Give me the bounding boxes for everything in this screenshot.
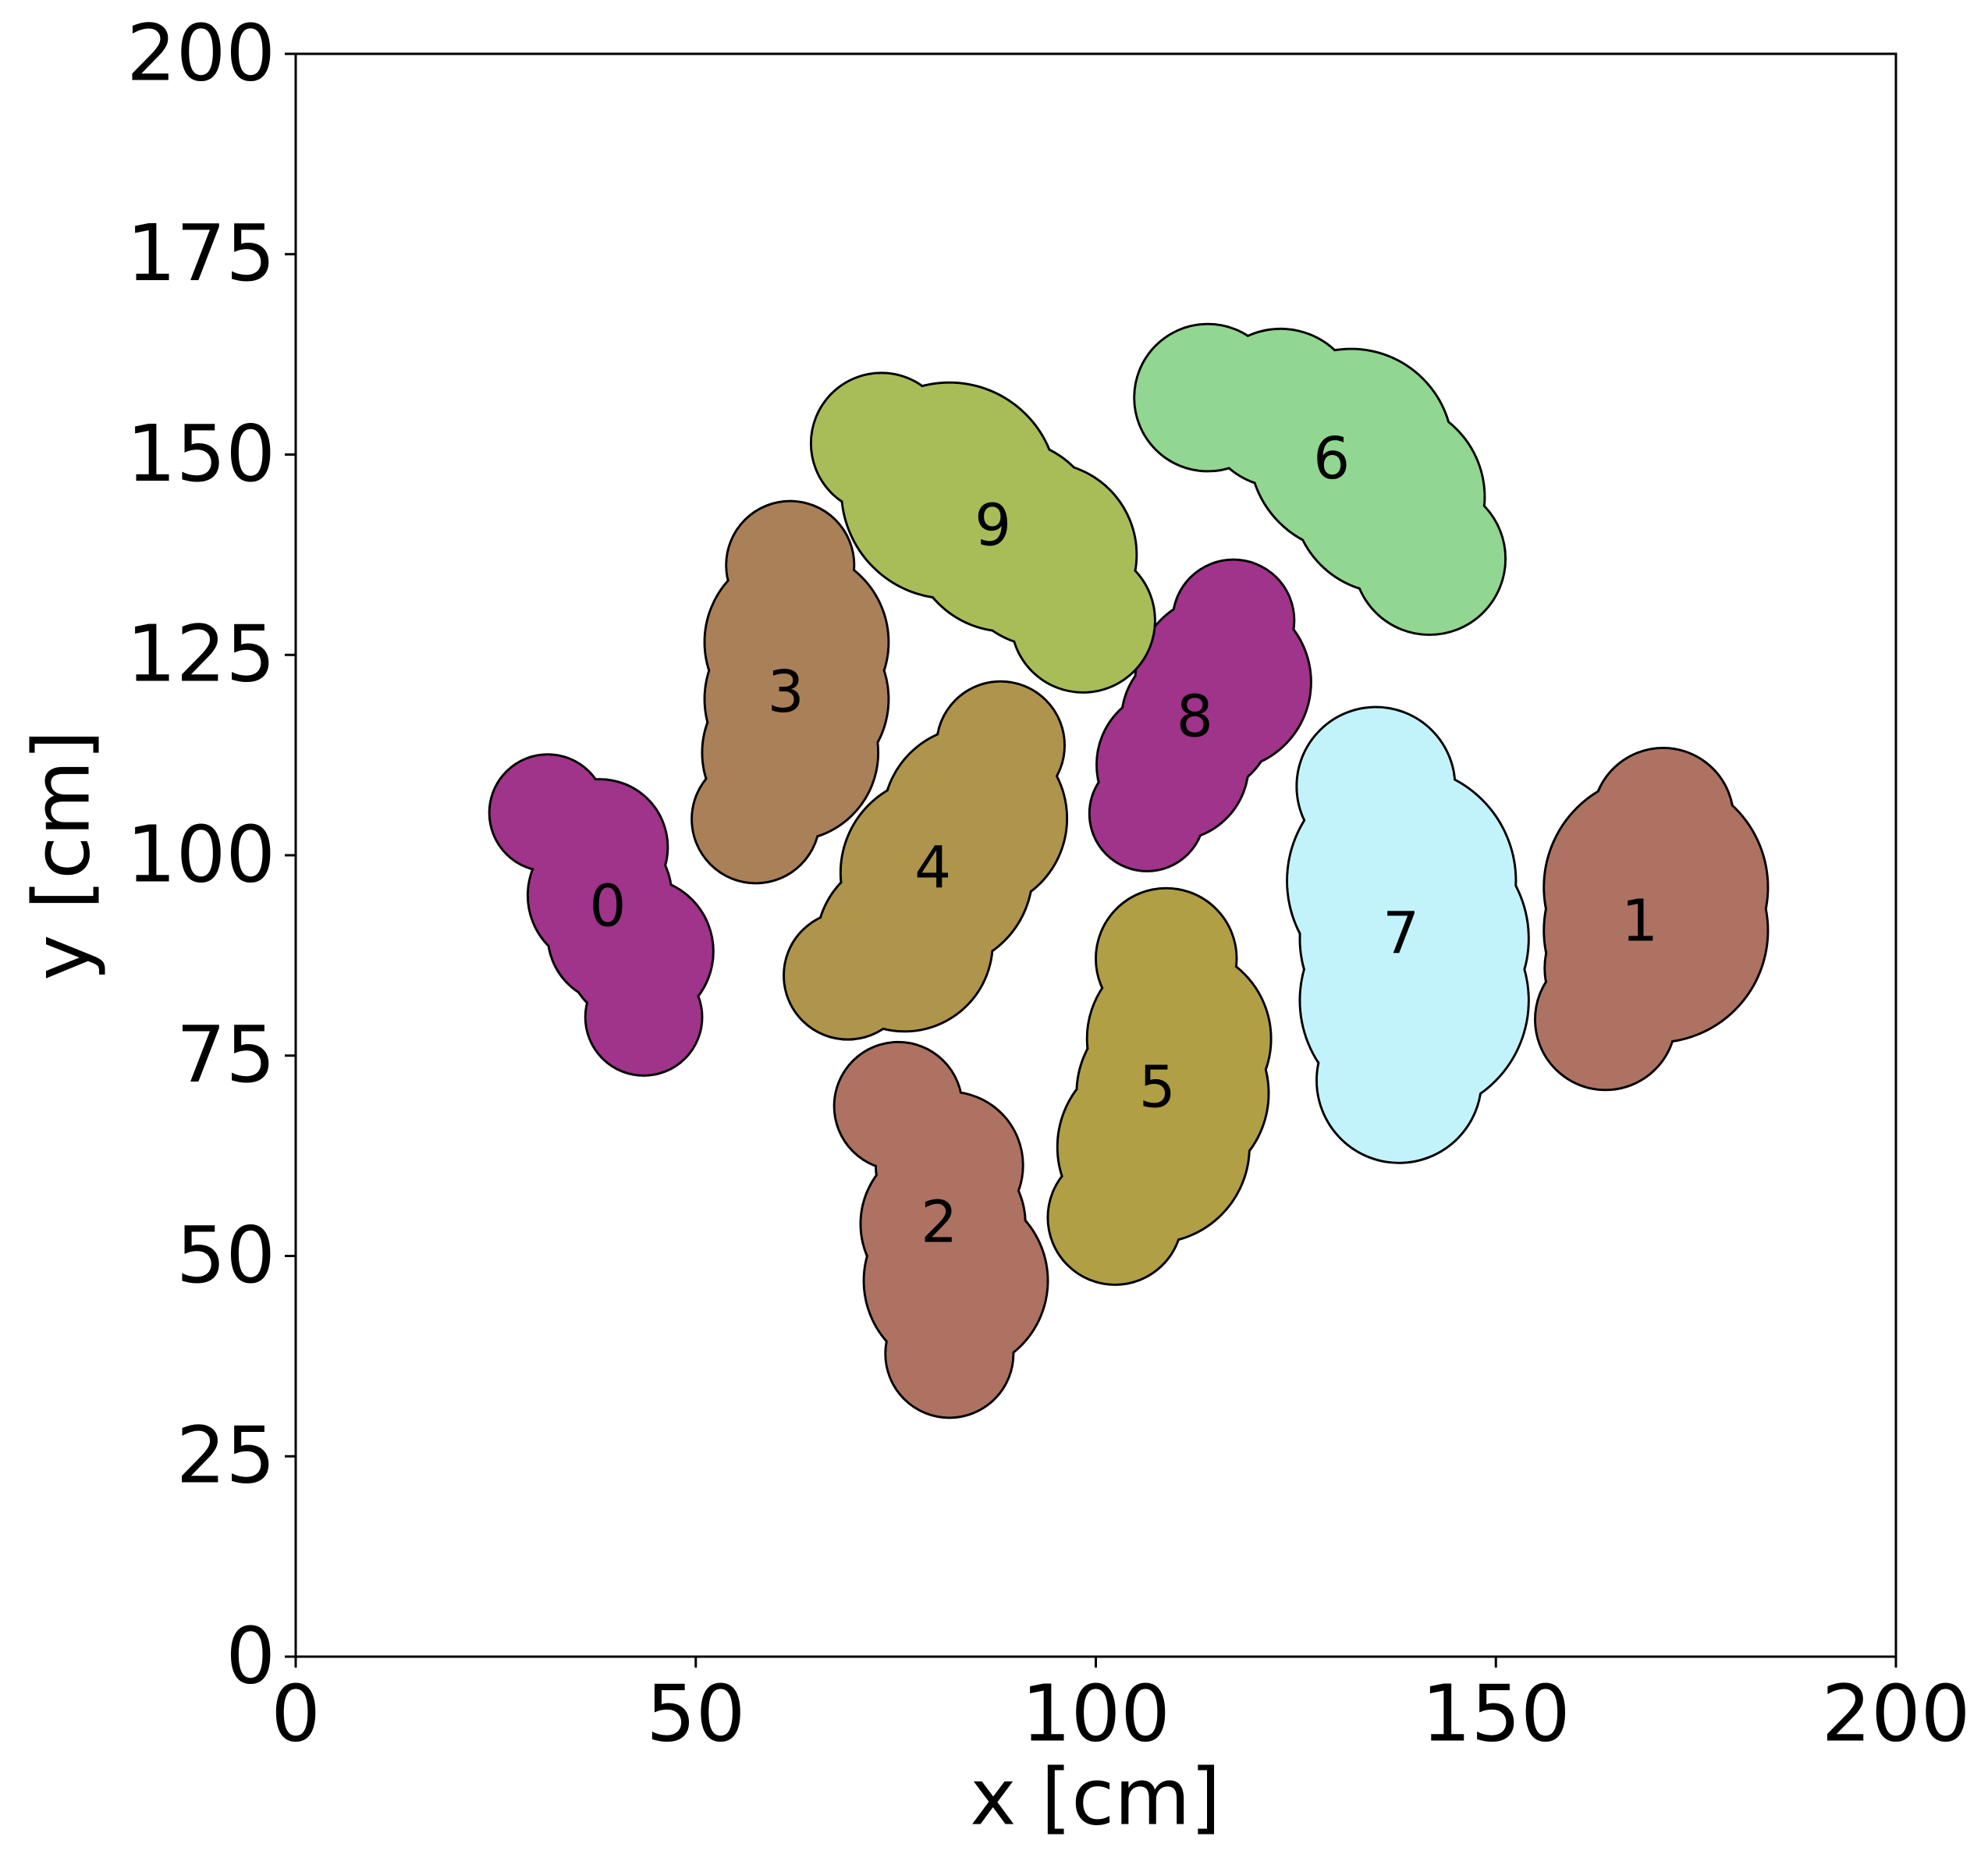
blob-label: 4 xyxy=(914,834,951,901)
x-axis-label: x [cm] xyxy=(970,1751,1220,1842)
x-tick-label: 0 xyxy=(271,1668,321,1759)
blob-label: 6 xyxy=(1313,425,1350,492)
y-tick-label: 50 xyxy=(176,1210,275,1301)
blob-circle xyxy=(1318,999,1481,1162)
y-tick-label: 175 xyxy=(126,208,275,299)
blob-circle xyxy=(1090,757,1204,870)
blob: 9 xyxy=(809,371,1156,694)
blob-label: 9 xyxy=(974,492,1011,559)
blob-circle xyxy=(693,756,819,883)
blob-label: 0 xyxy=(589,873,626,940)
y-tick-label: 75 xyxy=(176,1009,275,1100)
x-tick-label: 100 xyxy=(1021,1668,1170,1759)
x-tick-label: 150 xyxy=(1422,1668,1571,1759)
blob-circle xyxy=(886,1291,1013,1417)
blob: 6 xyxy=(1133,322,1507,636)
blob-label: 7 xyxy=(1383,901,1419,968)
x-tick-label: 50 xyxy=(646,1668,745,1759)
blob: 5 xyxy=(1046,886,1273,1286)
blob-circle xyxy=(1354,484,1505,634)
x-tick-label: 200 xyxy=(1822,1668,1971,1759)
y-tick-label: 200 xyxy=(126,7,275,98)
blob: 1 xyxy=(1533,747,1770,1092)
blob-circle xyxy=(1049,1151,1181,1284)
blob: 2 xyxy=(832,1040,1049,1419)
blob-label: 3 xyxy=(768,659,804,726)
blob-label: 2 xyxy=(921,1189,957,1256)
y-tick-label: 125 xyxy=(126,609,275,700)
blob: 3 xyxy=(690,499,890,885)
blob-circle xyxy=(785,912,911,1039)
y-tick-label: 0 xyxy=(225,1610,275,1701)
y-axis-label: y [cm] xyxy=(16,730,107,980)
blob-circle xyxy=(1535,950,1675,1089)
blob-label: 1 xyxy=(1621,888,1658,955)
blob: 7 xyxy=(1286,705,1530,1164)
blob: 0 xyxy=(488,753,715,1077)
blob-circle xyxy=(1012,549,1154,691)
y-tick-label: 100 xyxy=(126,808,275,900)
y-tick-label: 150 xyxy=(126,408,275,499)
blob-label: 8 xyxy=(1177,683,1213,750)
blob: 4 xyxy=(783,680,1069,1041)
y-tick-label: 25 xyxy=(176,1410,275,1501)
blob-label: 5 xyxy=(1139,1054,1176,1121)
blob: 8 xyxy=(1088,558,1312,872)
blob-circle xyxy=(548,869,683,1003)
